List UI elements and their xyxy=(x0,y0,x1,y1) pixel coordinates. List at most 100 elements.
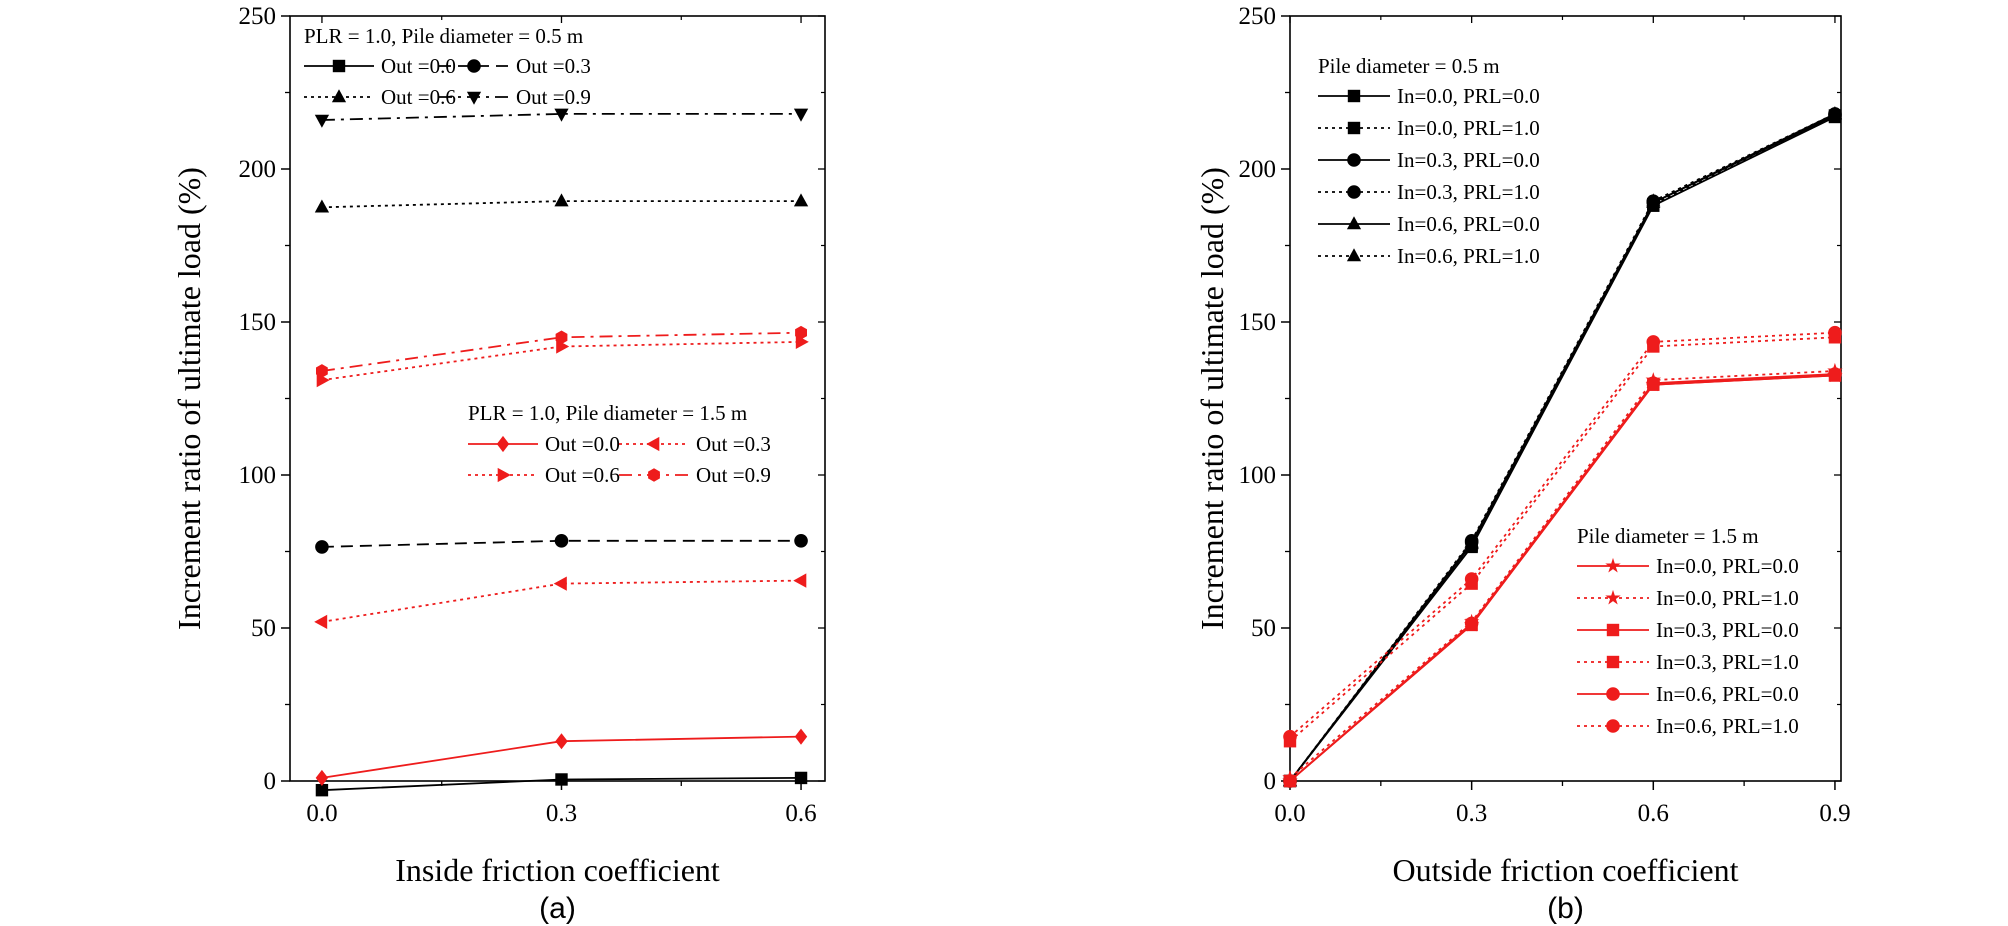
legend-marker xyxy=(1606,623,1620,637)
series-line xyxy=(321,113,801,121)
data-point xyxy=(793,193,809,207)
legend-entry: In=0.0, PRL=0.0 xyxy=(1656,554,1799,578)
data-point xyxy=(1646,376,1661,391)
x-tick-label: 0.3 xyxy=(546,800,577,827)
legend-entry: In=0.6, PRL=1.0 xyxy=(1656,714,1799,738)
data-point xyxy=(314,114,330,128)
series-line xyxy=(1289,373,1835,782)
series-line xyxy=(1289,370,1835,779)
legend-entry: In=0.0, PRL=0.0 xyxy=(1397,84,1540,108)
legend-entry: In=0.6, PRL=0.0 xyxy=(1397,212,1540,236)
legend-marker xyxy=(1606,687,1620,701)
y-axis-label: Increment ratio of ultimate load (%) xyxy=(171,167,207,630)
legend-entry: Out =0.9 xyxy=(696,463,771,487)
legend-group: PLR = 1.0, Pile diameter = 1.5 m Out =0.0… xyxy=(468,401,771,487)
legend-marker xyxy=(1347,153,1361,167)
legend-marker xyxy=(1606,655,1620,669)
x-tick-label: 0.9 xyxy=(1819,800,1850,827)
y-tick-label: 0 xyxy=(264,768,277,795)
legend-marker xyxy=(1347,89,1361,103)
data-point xyxy=(794,728,808,745)
legend-entry: Out =0.6 xyxy=(545,463,620,487)
legend-marker xyxy=(1347,185,1361,199)
data-point xyxy=(793,573,807,588)
data-point xyxy=(793,108,809,122)
data-point xyxy=(556,339,570,354)
y-tick-label: 50 xyxy=(251,615,276,642)
y-tick-label: 0 xyxy=(1264,768,1277,795)
data-point xyxy=(1283,729,1297,744)
data-point xyxy=(794,771,808,785)
legend-group: Pile diameter = 1.5 m In=0.0, PRL=0.0 In=0… xyxy=(1577,524,1799,738)
series-layer xyxy=(314,108,809,797)
data-point xyxy=(1646,193,1661,207)
legend-entry: In=0.0, PRL=1.0 xyxy=(1656,586,1799,610)
data-point xyxy=(1464,616,1479,631)
y-axis-label: Increment ratio of ultimate load (%) xyxy=(1194,167,1230,630)
legend-entry: Out =0.9 xyxy=(516,85,591,109)
legend-entry: Out =0.0 xyxy=(545,432,620,456)
data-point xyxy=(1464,534,1479,548)
legend-marker xyxy=(466,91,482,105)
data-point xyxy=(314,199,330,213)
legend-marker xyxy=(497,467,511,483)
x-tick-label: 0.3 xyxy=(1456,800,1487,827)
y-tick-label: 250 xyxy=(239,3,277,30)
data-point xyxy=(555,773,568,786)
y-tick-label: 250 xyxy=(1239,3,1277,30)
y-tick-label: 100 xyxy=(1239,462,1277,489)
data-point xyxy=(554,108,569,122)
y-tick-label: 100 xyxy=(239,462,277,489)
legend-marker xyxy=(646,436,660,452)
data-point xyxy=(315,769,329,786)
y-tick-label: 150 xyxy=(1239,309,1277,336)
series-line xyxy=(1289,331,1835,738)
data-point xyxy=(554,533,569,548)
y-tick-label: 150 xyxy=(239,309,277,336)
legend-marker xyxy=(331,89,347,103)
legend-entry: Out =0.3 xyxy=(696,432,771,456)
legend-marker xyxy=(648,468,660,482)
panel-label: (b) xyxy=(1547,892,1584,925)
data-point xyxy=(795,325,807,340)
series-line xyxy=(321,331,802,372)
legend-entry: In=0.3, PRL=0.0 xyxy=(1397,148,1540,172)
x-axis-label: Outside friction coefficient xyxy=(1393,852,1739,888)
legend-marker xyxy=(1346,216,1362,230)
legend-entry: In=0.3, PRL=0.0 xyxy=(1656,618,1799,642)
x-tick-label: 0.6 xyxy=(1638,800,1669,827)
data-point xyxy=(315,783,329,797)
data-point xyxy=(1828,367,1842,381)
legend-marker xyxy=(1605,589,1621,605)
plot-frame xyxy=(289,15,826,782)
data-point xyxy=(555,330,568,345)
legend-marker xyxy=(1606,719,1620,733)
legend-marker xyxy=(467,59,481,73)
data-point xyxy=(1283,774,1297,788)
series-line xyxy=(1289,336,1835,742)
legend-title: PLR = 1.0, Pile diameter = 0.5 m xyxy=(304,24,583,48)
y-tick-label: 50 xyxy=(1251,615,1276,642)
legend-entry: In=0.3, PRL=1.0 xyxy=(1656,650,1799,674)
legend-entry: In=0.6, PRL=1.0 xyxy=(1397,244,1540,268)
panel-label: (a) xyxy=(539,892,576,925)
data-point xyxy=(1828,325,1842,340)
data-point xyxy=(554,193,569,207)
data-point xyxy=(1464,572,1479,586)
series-line xyxy=(1289,113,1836,782)
data-point xyxy=(314,614,328,629)
chart-a: 0 50 100 150 200 250 0.0 0.3 0.6 Inside friction … xyxy=(171,3,826,925)
series-line xyxy=(1289,113,1836,782)
legend-title: Pile diameter = 0.5 m xyxy=(1318,54,1500,78)
x-axis-label: Inside friction coefficient xyxy=(395,852,720,888)
legend-marker xyxy=(1605,557,1621,573)
legend-title: PLR = 1.0, Pile diameter = 1.5 m xyxy=(468,401,747,425)
data-point xyxy=(553,576,567,591)
legend-title: Pile diameter = 1.5 m xyxy=(1577,524,1759,548)
data-point xyxy=(1827,106,1843,120)
data-point xyxy=(555,733,568,750)
series-line xyxy=(1289,113,1836,782)
y-tick-label: 200 xyxy=(239,156,277,183)
data-point xyxy=(1646,335,1661,349)
